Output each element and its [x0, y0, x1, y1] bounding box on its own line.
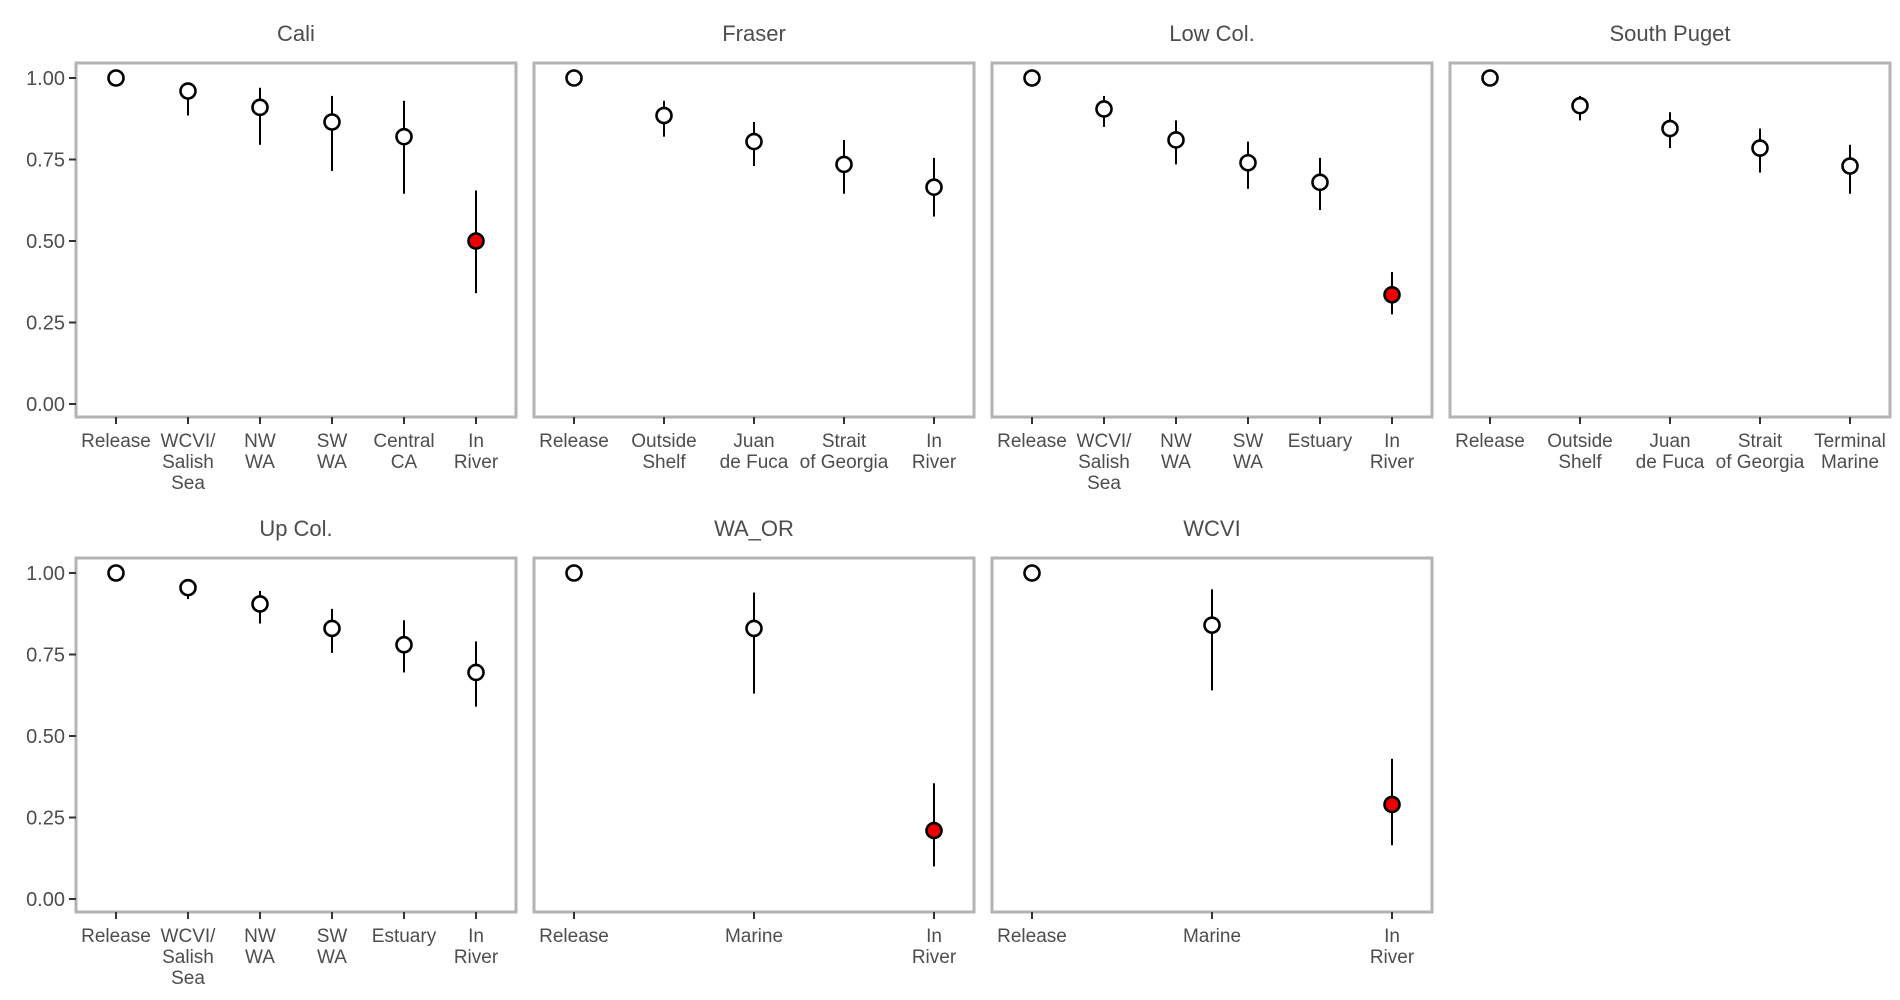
estimate-point — [1481, 69, 1499, 87]
y-tick-label: 0.00 — [26, 889, 65, 911]
x-tick-label: SW WA — [1233, 431, 1264, 473]
x-tick-label: Release — [997, 926, 1067, 947]
facet-panel: Cali 0.00 0.25 0.50 0.75 1.00 Release WCVI/Sali… — [26, 21, 518, 494]
estimate-point — [251, 98, 269, 117]
panel-title: WA_OR — [714, 516, 794, 541]
x-tick-label: NW WA — [1160, 431, 1192, 473]
y-tick-label: 0.00 — [26, 394, 65, 416]
x-tick-label: Marine — [725, 926, 783, 947]
panel-title: Fraser — [722, 21, 786, 46]
panel-border — [532, 61, 976, 419]
x-tick-label: Release — [997, 431, 1067, 452]
estimate-point — [1203, 616, 1221, 634]
x-tick-label: In River — [912, 431, 957, 473]
facet-panel: Low Col. Release WCVI/Salish Sea NW WA SW WA Est… — [990, 21, 1434, 494]
x-tick-label: Central CA — [373, 431, 434, 473]
estimate-point — [1167, 131, 1185, 149]
facet-panel: WA_OR Release Marine In River — [532, 516, 976, 968]
x-tick-label: Juan de Fuca — [720, 431, 789, 473]
y-tick-label: 0.50 — [26, 726, 65, 748]
estimate-point — [323, 619, 341, 638]
x-tick-label: Juan de Fuca — [1636, 431, 1705, 473]
estimate-point — [565, 69, 583, 87]
estimate-point — [835, 155, 853, 174]
panel-title: Cali — [277, 21, 315, 46]
estimate-point — [107, 564, 125, 582]
y-tick-label: 0.25 — [26, 313, 65, 335]
x-tick-label: Strait of Georgia — [1716, 431, 1805, 473]
estimate-point — [1023, 69, 1041, 87]
y-tick-label: 0.50 — [26, 231, 65, 253]
estimate-point — [107, 69, 125, 87]
estimate-point — [179, 82, 197, 100]
panel-title: WCVI — [1183, 516, 1240, 541]
x-tick-label: Strait of Georgia — [800, 431, 889, 473]
x-tick-label: WCVI/Salish Sea — [161, 431, 217, 494]
estimate-point — [565, 564, 583, 582]
x-tick-label: Estuary — [372, 926, 437, 947]
panel-border — [74, 61, 518, 419]
y-tick-label: 1.00 — [26, 68, 65, 90]
estimate-point — [179, 578, 197, 597]
facet-panel: Up Col. 0.00 0.25 0.50 0.75 1.00 Release WCVI/S… — [26, 516, 518, 989]
estimate-point — [395, 127, 413, 146]
x-tick-label: In River — [454, 926, 499, 968]
x-tick-label: Terminal Marine — [1814, 431, 1886, 473]
x-tick-label: In River — [454, 431, 499, 473]
estimate-point — [655, 106, 673, 125]
y-tick-label: 1.00 — [26, 563, 65, 585]
x-tick-label: Outside Shelf — [631, 431, 696, 473]
estimate-point — [251, 595, 269, 613]
estimate-point — [395, 635, 413, 654]
y-tick-label: 0.25 — [26, 808, 65, 830]
estimate-point — [1841, 157, 1859, 175]
estimate-point — [745, 132, 763, 151]
estimate-point — [467, 663, 485, 682]
panel-border — [990, 61, 1434, 419]
y-tick-label: 0.75 — [26, 645, 65, 667]
x-tick-label: NW WA — [244, 431, 276, 473]
estimate-point-highlight — [467, 232, 485, 250]
x-tick-label: Outside Shelf — [1547, 431, 1612, 473]
y-tick-label: 0.75 — [26, 150, 65, 172]
panel-title: Low Col. — [1169, 21, 1255, 46]
x-tick-label: WCVI/Salish Sea — [161, 926, 217, 989]
x-tick-label: Release — [81, 926, 151, 947]
panel-border — [74, 556, 518, 914]
estimate-point — [1571, 96, 1589, 115]
x-tick-label: WCVI/Salish Sea — [1077, 431, 1133, 494]
x-tick-label: SW WA — [317, 926, 348, 968]
x-tick-label: SW WA — [317, 431, 348, 473]
estimate-point — [1023, 564, 1041, 582]
x-tick-label: Marine — [1183, 926, 1241, 947]
estimate-point — [1661, 119, 1679, 138]
x-tick-label: Release — [1455, 431, 1525, 452]
estimate-point — [1311, 173, 1329, 192]
estimate-point — [323, 113, 341, 131]
x-tick-label: Estuary — [1288, 431, 1353, 452]
x-tick-label: Release — [81, 431, 151, 452]
estimate-point — [925, 178, 943, 197]
panel-title: Up Col. — [259, 516, 332, 541]
x-tick-label: Release — [539, 431, 609, 452]
x-tick-label: In River — [912, 926, 957, 968]
estimate-point — [1751, 139, 1769, 157]
x-tick-label: In River — [1370, 926, 1415, 968]
panel-title: South Puget — [1609, 21, 1730, 46]
estimate-point — [1095, 100, 1113, 118]
estimate-point-highlight — [1383, 285, 1401, 304]
x-tick-label: In River — [1370, 431, 1415, 473]
estimate-point-highlight — [925, 821, 943, 840]
estimate-point-highlight — [1383, 795, 1401, 814]
estimate-point — [1239, 153, 1257, 172]
facet-panel: WCVI Release Marine In River — [990, 516, 1434, 968]
x-tick-label: Release — [539, 926, 609, 947]
estimate-point — [745, 619, 763, 638]
x-tick-label: NW WA — [244, 926, 276, 968]
facet-panel: Fraser Release Outside Shelf Juan de Fuca Stra… — [532, 21, 976, 473]
facet-panel: South Puget Release Outside Shelf Juan de Fuc… — [1448, 21, 1892, 473]
